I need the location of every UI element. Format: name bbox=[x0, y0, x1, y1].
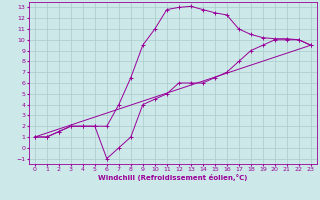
X-axis label: Windchill (Refroidissement éolien,°C): Windchill (Refroidissement éolien,°C) bbox=[98, 174, 247, 181]
